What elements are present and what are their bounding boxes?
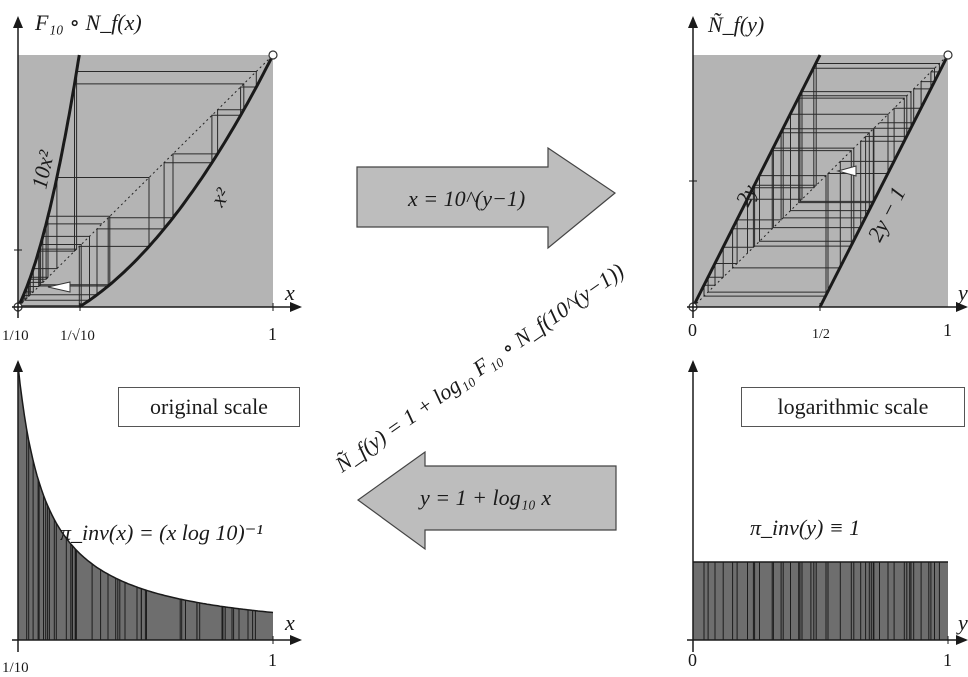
backward-transform-arrow [356,450,617,551]
x-axis-label: x [284,280,295,305]
white-pointer-icon [47,281,71,293]
cobweb-orbit [703,63,940,297]
x-axis-label: y [956,610,968,635]
panel-bottom-right: y π_inv(y) ≡ 1 0 1 [687,360,968,670]
backward-arrow-label: y = 1 + log₁₀ x [418,485,551,510]
x-tick-label-1-10: 1/10 [2,660,29,676]
x-axis-label: y [956,280,968,305]
density-formula: π_inv(y) ≡ 1 [750,515,860,540]
curve-x2 [78,54,275,309]
x-tick-label-1: 1 [268,324,277,344]
forward-arrow-label: x = 10^(y−1) [407,186,525,211]
x-tick-label-0: 0 [688,320,697,340]
original-scale-box: original scale [118,387,300,427]
x-tick-label-1-sqrt10: 1/√10 [60,328,95,344]
panel-top-right: Ñ_f(y) y 2y 2y − 1 0 1/2 1 [687,12,968,342]
curve-10x2 [16,54,81,308]
panel-bottom-left: x π_inv(x) = (x log 10)⁻¹ 1/10 1 [2,360,302,676]
forward-transform-arrow [356,146,617,250]
x-tick-label-1: 1 [943,650,952,670]
endpoint-marker [943,50,953,60]
x-tick-label-1: 1 [268,650,277,670]
density-formula: π_inv(x) = (x log 10)⁻¹ [60,520,263,545]
x-axis-label: x [284,610,295,635]
panel-bg [693,55,948,307]
orbit-hits [26,429,256,640]
x-tick-label-0: 0 [688,650,697,670]
cobweb-path [703,63,940,297]
orbit-hits [703,562,940,640]
endpoint-marker [268,50,278,60]
density-curve [17,364,274,614]
x-tick-label-1: 1 [943,320,952,340]
x-tick-label-half: 1/2 [812,327,830,342]
density-area [693,562,948,640]
white-pointer-icon [836,165,857,177]
y-axis-label: F₁₀ ∘ N_f(x) [34,10,142,35]
panel-top-left: F₁₀ ∘ N_f(x) x 10x² x² 1/10 1/√10 1 [2,10,302,344]
line-2y [691,54,822,308]
density-area [18,365,273,640]
x-tick-label-1-10: 1/10 [2,328,29,344]
y-axis-label: Ñ_f(y) [707,12,764,37]
conjugacy-formula: Ñ_f(y) = 1 + log₁₀ F₁₀ ∘ N_f(10^(y−1)) [330,258,629,478]
panel-bg [18,55,273,307]
line-2y-minus-1 [818,54,950,308]
logarithmic-scale-box: logarithmic scale [741,387,965,427]
